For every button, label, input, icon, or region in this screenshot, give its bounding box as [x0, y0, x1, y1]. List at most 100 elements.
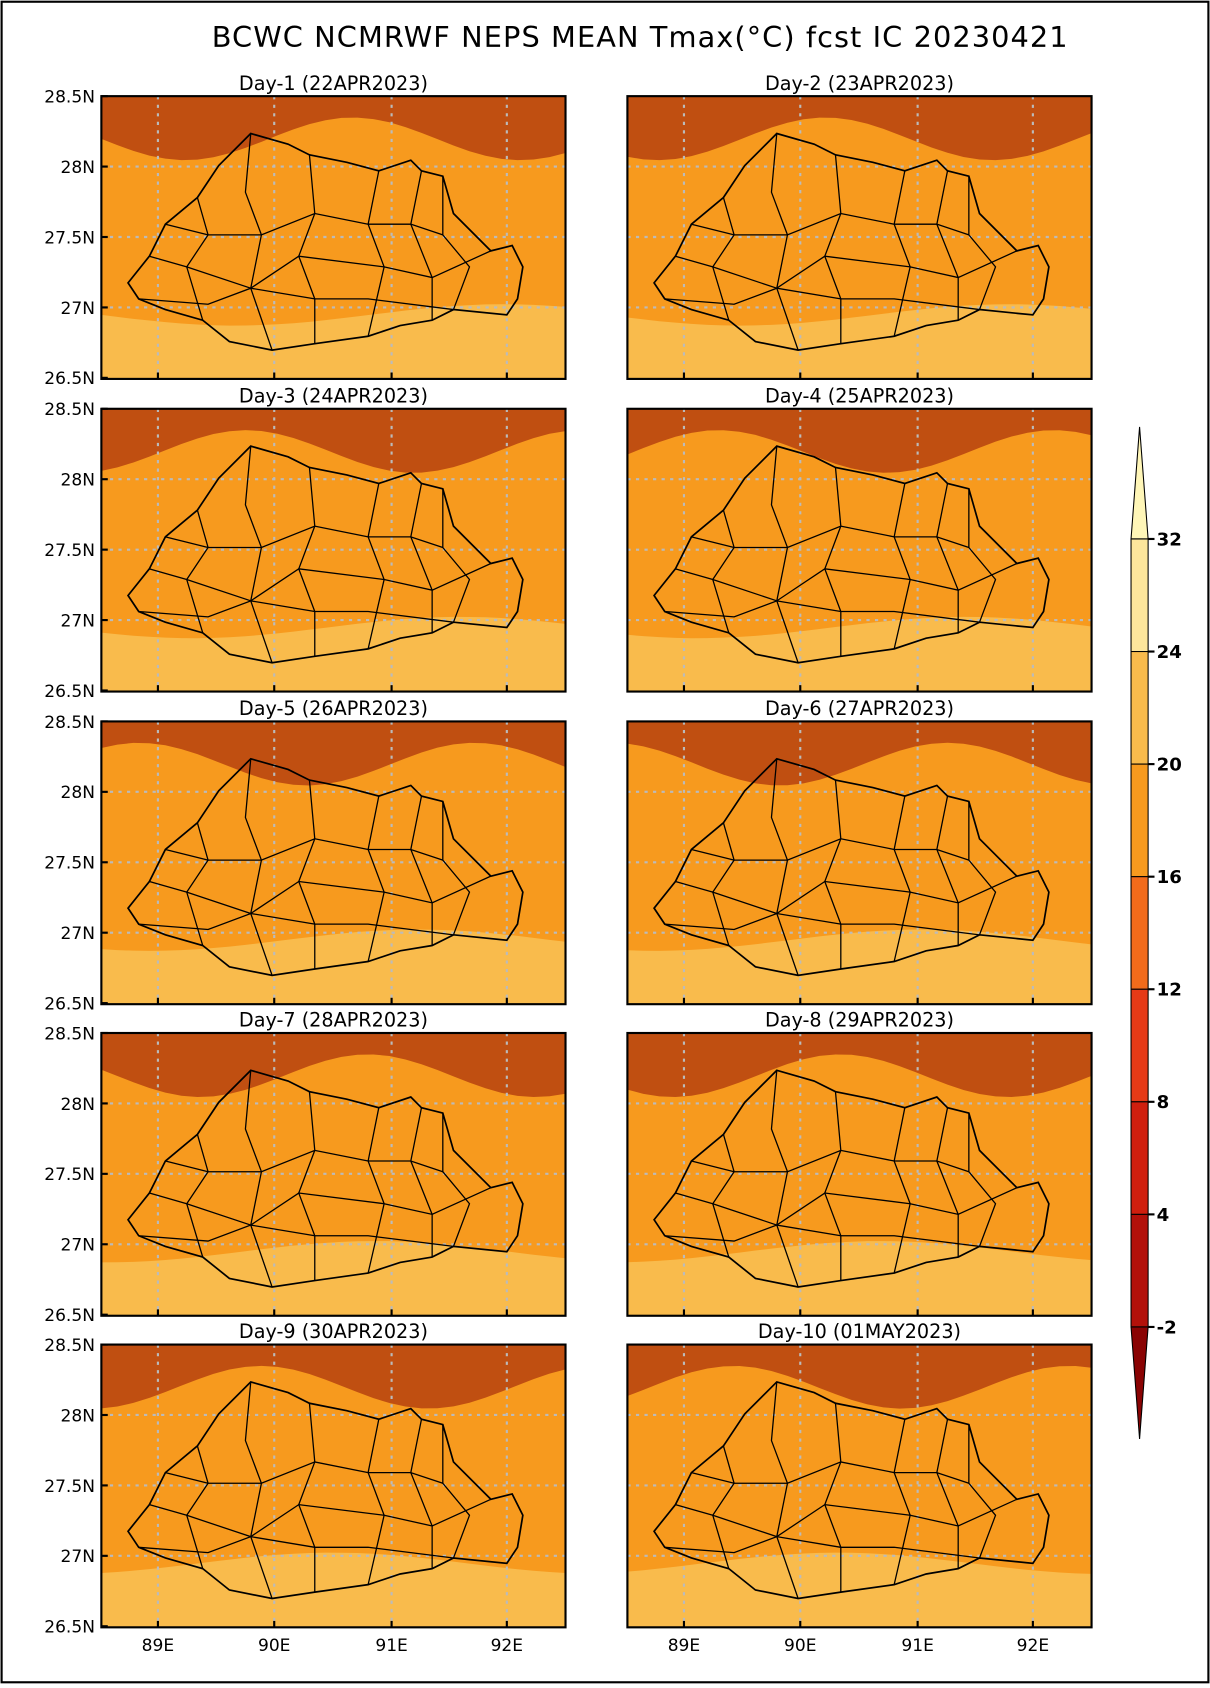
- district-border: [186, 1445, 209, 1569]
- district-border: [165, 525, 444, 549]
- colorbar-label: 24: [1157, 642, 1182, 663]
- lon-label: 89E: [142, 1636, 175, 1656]
- band: [627, 1344, 1092, 1574]
- lon-label: 89E: [668, 1636, 701, 1656]
- lat-label: 28.5N: [44, 88, 95, 108]
- district-border: [367, 1107, 385, 1274]
- map-fill: [627, 96, 1092, 379]
- district-border: [410, 795, 433, 946]
- district-border: [367, 483, 385, 650]
- map-fill: [627, 1032, 1092, 1316]
- panel-title: Day-3 (24APR2023): [239, 384, 428, 407]
- map-fill: [627, 721, 1092, 1005]
- lat-label: 27.5N: [44, 854, 95, 874]
- country-border: [126, 757, 524, 977]
- lat-label: 28N: [60, 471, 94, 491]
- map-fill: [627, 408, 1092, 692]
- lat-label: 27N: [60, 299, 94, 319]
- lon-label: 92E: [491, 1636, 524, 1656]
- district-border: [442, 801, 471, 936]
- district-border: [367, 170, 385, 337]
- colorbar-segment: [1130, 1213, 1149, 1328]
- colorbar-label: 32: [1157, 529, 1182, 550]
- district-border: [165, 1461, 444, 1484]
- map-panel: Day-10 (01MAY2023) 89E 90E 91E 92E: [626, 1320, 1093, 1656]
- district-border: [936, 795, 959, 946]
- lat-label: 28.5N: [44, 1024, 95, 1044]
- district-border: [691, 212, 970, 236]
- lon-label: 90E: [258, 1636, 291, 1656]
- map-panel: Day-9 (30APR2023) 28.5N 28N 27.5N 27N 26.5N 89…: [44, 1320, 567, 1656]
- district-border: [664, 1535, 980, 1559]
- map-panel: Day-5 (26APR2023) 28.5N 28N 27.5N 27N 26.5N: [44, 697, 567, 1015]
- country-border: [653, 757, 1050, 977]
- lat-label: 28N: [60, 1406, 94, 1426]
- district-border: [442, 1424, 471, 1559]
- map-fill: [101, 96, 566, 379]
- panel-frame: [626, 407, 1093, 693]
- country-border: [653, 132, 1050, 351]
- lat-label: 28N: [60, 783, 94, 803]
- district-border: [893, 1419, 911, 1585]
- lon-label: 92E: [1017, 1636, 1050, 1656]
- map-panel: Day-6 (27APR2023): [626, 697, 1093, 1006]
- district-border: [410, 1419, 433, 1569]
- lon-label: 91E: [375, 1636, 408, 1656]
- district-border: [442, 1113, 471, 1247]
- district-border: [691, 525, 970, 549]
- district-border: [936, 170, 959, 321]
- colorbar-segment: [1130, 988, 1149, 1103]
- panel-title: Day-2 (23APR2023): [765, 72, 954, 95]
- district-border: [138, 1224, 454, 1248]
- band: [101, 1344, 566, 1409]
- district-border: [691, 1461, 970, 1484]
- lon-label: 90E: [784, 1636, 817, 1656]
- district-border: [968, 488, 997, 623]
- district-border: [691, 838, 970, 861]
- district-border: [442, 488, 471, 623]
- lat-label: 27N: [60, 611, 94, 631]
- district-border: [138, 600, 454, 623]
- colorbar-segment: [1130, 651, 1149, 765]
- country-border: [653, 1069, 1050, 1288]
- district-border: [675, 1187, 1018, 1226]
- panel-title: Day-5 (26APR2023): [239, 697, 428, 720]
- district-border: [149, 1187, 492, 1226]
- band: [627, 96, 1092, 161]
- lat-label: 26.5N: [44, 1306, 95, 1326]
- district-border: [165, 1149, 444, 1173]
- band: [627, 1032, 1092, 1098]
- map-panel: Day-3 (24APR2023) 28.5N 28N 27.5N 27N 26.5N: [44, 384, 567, 702]
- band: [627, 1344, 1092, 1409]
- lat-label: 28.5N: [44, 713, 95, 733]
- district-border: [968, 801, 997, 936]
- colorbar-label: 12: [1157, 980, 1182, 1001]
- map-panel: Day-2 (23APR2023): [626, 72, 1093, 380]
- district-border: [893, 795, 911, 962]
- district-border: [968, 1113, 997, 1247]
- district-border: [367, 795, 385, 962]
- district-border: [138, 912, 454, 936]
- district-border: [664, 600, 980, 623]
- band: [627, 408, 1092, 473]
- district-border: [138, 1535, 454, 1559]
- panel-frame: [626, 1031, 1093, 1317]
- district-border: [165, 212, 444, 236]
- district-border: [165, 838, 444, 861]
- district-border: [712, 509, 735, 634]
- panel-title: Day-1 (22APR2023): [239, 72, 428, 95]
- district-border: [712, 822, 735, 946]
- lon-label: 91E: [901, 1636, 934, 1656]
- district-border: [149, 250, 492, 289]
- district-border: [410, 483, 433, 633]
- district-border: [186, 1134, 209, 1258]
- lat-label: 28N: [60, 158, 94, 178]
- district-border: [936, 483, 959, 633]
- district-border: [149, 562, 492, 602]
- district-border: [186, 822, 209, 946]
- colorbar-segment: [1130, 876, 1149, 990]
- district-border: [410, 1107, 433, 1258]
- panel-frame: [626, 95, 1093, 380]
- lat-label: 27N: [60, 1547, 94, 1567]
- lat-label: 26.5N: [44, 369, 95, 389]
